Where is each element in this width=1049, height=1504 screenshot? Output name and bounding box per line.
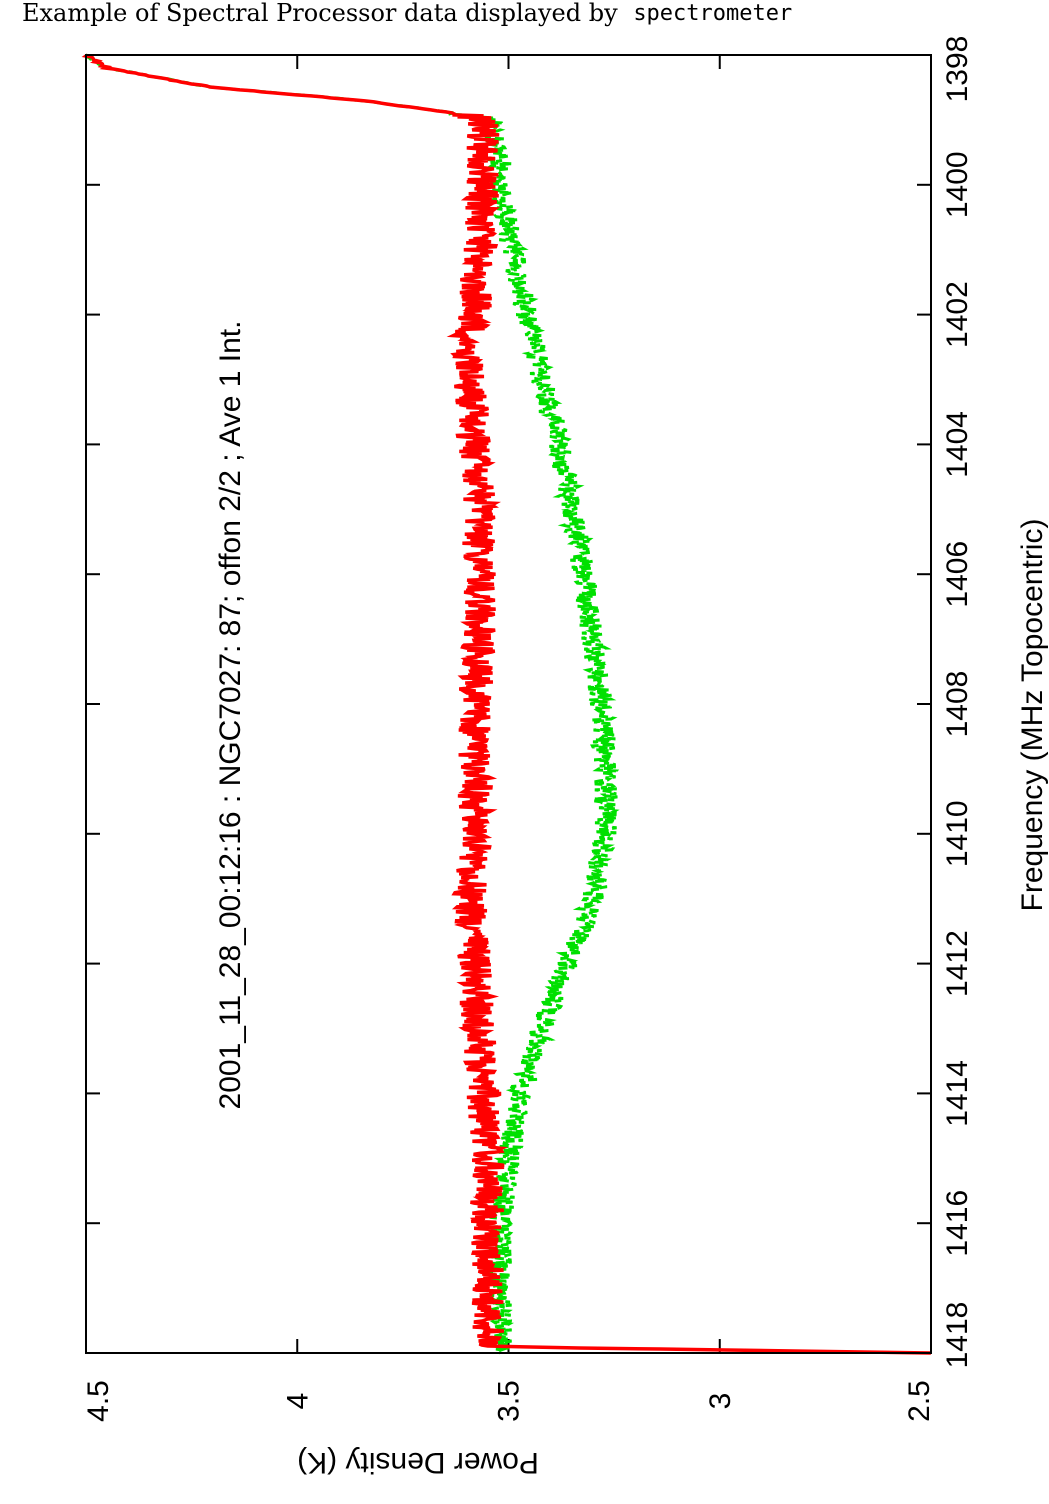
chart-title: 2001_11_28_00:12:16 : NGC7027: 87; offon… bbox=[214, 321, 247, 1110]
x-tick-label: 1414 bbox=[941, 1060, 974, 1127]
x-tick-label: 1398 bbox=[941, 36, 974, 103]
figure-caption-program: spectrometer bbox=[633, 1, 792, 26]
y-axis-label: Power Density (K) bbox=[297, 1446, 539, 1479]
x-tick-label: 1406 bbox=[941, 541, 974, 608]
x-tick-label: 1404 bbox=[941, 411, 974, 478]
series-red-line bbox=[81, 53, 931, 1355]
x-tick-label: 1410 bbox=[941, 800, 974, 867]
x-tick-label: 1412 bbox=[941, 930, 974, 997]
y-tick-label: 3 bbox=[704, 1393, 737, 1410]
x-tick-label: 1418 bbox=[941, 1302, 974, 1369]
x-axis-label: Frequency (MHz Topocentric) bbox=[1016, 519, 1049, 912]
y-tick-label: 4.5 bbox=[82, 1380, 115, 1422]
figure-caption: Example of Spectral Processor data displ… bbox=[22, 0, 792, 27]
series-layer bbox=[81, 53, 931, 1355]
y-tick-label: 2.5 bbox=[903, 1380, 936, 1422]
x-tick-label: 1402 bbox=[941, 281, 974, 348]
series-green-line bbox=[85, 53, 623, 1355]
x-axis-ticks: 1398 1400 1402 1404 1406 1408 1410 1412 1414 1416… bbox=[86, 36, 974, 1369]
y-axis-ticks: 2.5 3 3.5 4 4.5 bbox=[82, 55, 936, 1422]
plot-frame bbox=[85, 54, 932, 1354]
figure-caption-prefix: Example of Spectral Processor data displ… bbox=[22, 0, 618, 27]
y-tick-label: 4 bbox=[281, 1393, 314, 1410]
x-tick-label: 1416 bbox=[941, 1190, 974, 1257]
x-tick-label: 1400 bbox=[941, 151, 974, 218]
y-tick-label: 3.5 bbox=[493, 1380, 526, 1422]
x-tick-label: 1408 bbox=[941, 671, 974, 738]
